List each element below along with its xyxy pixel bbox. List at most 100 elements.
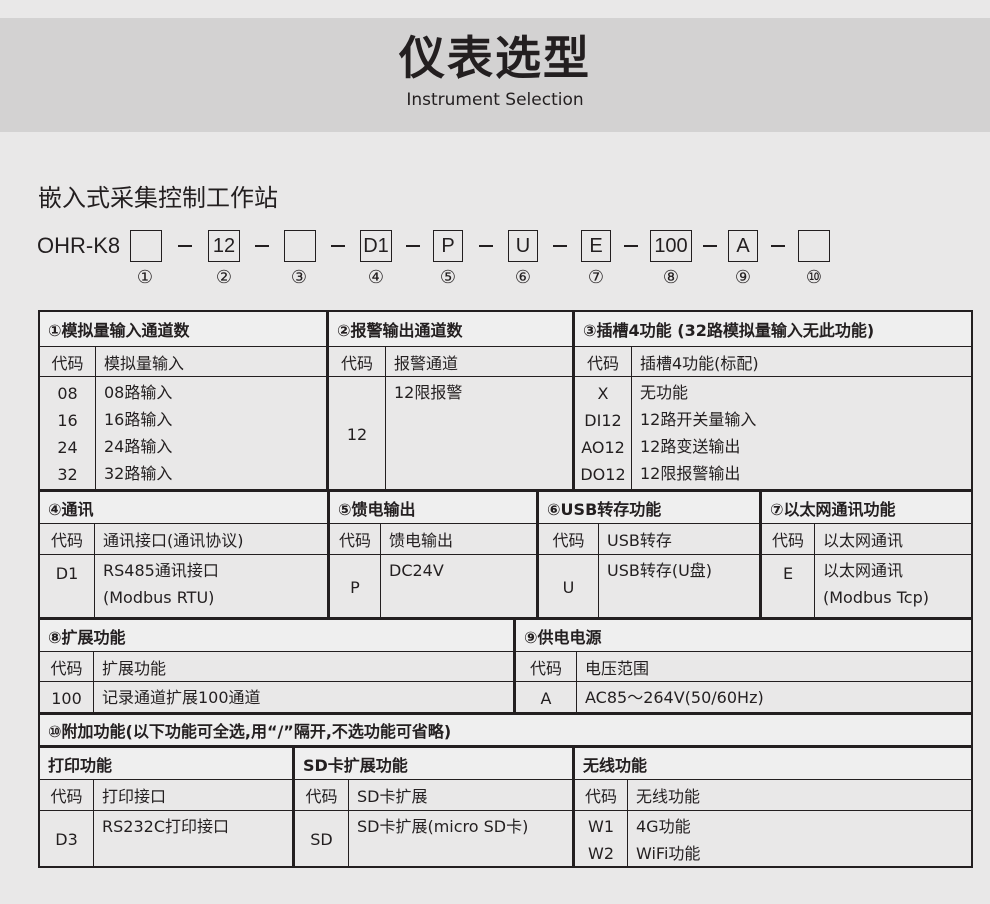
row-desc: 12限报警 <box>394 383 463 402</box>
row-desc: RS232C打印接口 <box>102 817 229 836</box>
dash <box>479 245 493 247</box>
model-slot-6: U <box>508 230 538 262</box>
row-desc: 32路输入 <box>104 464 173 483</box>
row-code: X <box>597 384 609 403</box>
section-11: SD卡扩展功能 代码 SD卡扩展 SD SD卡扩展(micro SD卡) <box>293 746 574 868</box>
model-slot-3 <box>284 230 316 262</box>
desc-column: SD卡扩展(micro SD卡) <box>349 811 572 866</box>
section-9: ⑨供电电源 代码 电压范围 A AC85～264V(50/60Hz) <box>514 618 973 714</box>
code-column: 08 16 24 32 <box>40 377 96 489</box>
row-desc: (Modbus RTU) <box>103 588 215 607</box>
section-title: ⑧扩展功能 <box>40 620 513 652</box>
model-slot-8: 100 <box>650 230 692 262</box>
row-code: 08 <box>57 384 78 403</box>
slot-number-8: ⑧ <box>662 267 680 288</box>
section-title: SD卡扩展功能 <box>295 748 572 780</box>
row-code: 100 <box>51 688 82 708</box>
desc-header: 馈电输出 <box>381 524 536 555</box>
code-header: 代码 <box>575 780 628 811</box>
section-title: ⑨供电电源 <box>516 620 971 652</box>
section-10: 打印功能 代码 打印接口 D3 RS232C打印接口 <box>38 746 294 868</box>
section-12: 无线功能 代码 无线功能 W1 W2 4G功能 WiFi功能 <box>573 746 973 868</box>
row-code: P <box>350 577 360 597</box>
desc-header: 电压范围 <box>577 652 971 682</box>
desc-header: SD卡扩展 <box>349 780 572 811</box>
row-desc: AC85～264V(50/60Hz) <box>585 688 764 707</box>
desc-column: 记录通道扩展100通道 <box>94 682 513 712</box>
section-title: ④通讯 <box>40 492 327 524</box>
row-desc: WiFi功能 <box>636 844 701 863</box>
dash <box>331 245 345 247</box>
desc-header: 打印接口 <box>94 780 292 811</box>
slot-number-9: ⑨ <box>734 267 752 288</box>
code-column: U <box>539 555 599 617</box>
page-subtitle: Instrument Selection <box>406 90 584 110</box>
dash <box>406 245 420 247</box>
code-header: 代码 <box>295 780 349 811</box>
slot-number-2: ② <box>215 267 233 288</box>
row-code: 16 <box>57 411 78 430</box>
row-desc: 16路输入 <box>104 410 173 429</box>
desc-column: RS232C打印接口 <box>94 811 292 866</box>
dash <box>624 245 638 247</box>
code-column: E <box>762 555 815 617</box>
row-code: DO12 <box>580 465 626 484</box>
row-code: U <box>562 577 575 597</box>
row-code: D3 <box>55 830 78 849</box>
code-column: D1 <box>40 555 95 617</box>
code-column: X DI12 AO12 DO12 <box>575 377 632 489</box>
row-code: DI12 <box>584 411 622 430</box>
desc-header: 模拟量输入 <box>96 347 326 377</box>
page-title: 仪表选型 <box>399 31 591 85</box>
row-desc: 12路开关量输入 <box>640 410 757 429</box>
header-band <box>0 18 990 132</box>
code-column: SD <box>295 811 349 866</box>
desc-column: USB转存(U盘) <box>599 555 759 617</box>
section-title: ⑦以太网通讯功能 <box>762 492 971 524</box>
row-code: 12 <box>346 424 368 444</box>
desc-header: 通讯接口(通讯协议) <box>95 524 327 555</box>
code-column: D3 <box>40 811 94 866</box>
desc-column: 以太网通讯 (Modbus Tcp) <box>815 555 971 617</box>
section-title: ②报警输出通道数 <box>329 312 572 347</box>
section-8: ⑧扩展功能 代码 扩展功能 100 记录通道扩展100通道 <box>38 618 515 714</box>
model-slot-4: D1 <box>360 230 392 262</box>
desc-header: 插槽4功能(标配) <box>632 347 971 377</box>
row-desc: 08路输入 <box>104 383 173 402</box>
desc-column: 无功能 12路开关量输入 12路变送输出 12限报警输出 <box>632 377 971 489</box>
desc-column: 12限报警 <box>386 377 572 489</box>
desc-header: 无线功能 <box>628 780 971 811</box>
dash <box>255 245 269 247</box>
desc-column: 4G功能 WiFi功能 <box>628 811 971 866</box>
section-3: ③插槽4功能 (32路模拟量输入无此功能) 代码 插槽4功能(标配) X DI12 AO1… <box>573 310 973 491</box>
code-header: 代码 <box>40 652 94 682</box>
desc-header: 报警通道 <box>386 347 572 377</box>
row-desc: DC24V <box>389 561 444 580</box>
row-desc: (Modbus Tcp) <box>823 588 929 607</box>
code-header: 代码 <box>40 347 96 377</box>
slot-number-1: ① <box>136 267 154 288</box>
row-desc: RS485通讯接口 <box>103 561 219 580</box>
model-slot-2: 12 <box>208 230 240 262</box>
dash <box>703 245 717 247</box>
row-code: D1 <box>55 564 79 583</box>
code-header: 代码 <box>330 524 381 555</box>
row-desc: 记录通道扩展100通道 <box>102 688 261 707</box>
model-slot-10 <box>798 230 830 262</box>
section-title: ③插槽4功能 (32路模拟量输入无此功能) <box>575 312 971 347</box>
dash <box>178 245 192 247</box>
row-desc: 24路输入 <box>104 437 173 456</box>
row-desc: SD卡扩展(micro SD卡) <box>357 817 529 836</box>
code-column: W1 W2 <box>575 811 628 866</box>
slot-number-10: ⑩ <box>805 267 823 288</box>
slot-number-4: ④ <box>367 267 385 288</box>
dash <box>771 245 785 247</box>
section-7: ⑦以太网通讯功能 代码 以太网通讯 E 以太网通讯 (Modbus Tcp) <box>760 490 973 619</box>
section-title: 打印功能 <box>40 748 292 780</box>
section-5: ⑤馈电输出 代码 馈电输出 P DC24V <box>328 490 538 619</box>
section-title: 无线功能 <box>575 748 971 780</box>
slot-number-6: ⑥ <box>514 267 532 288</box>
section-6: ⑥USB转存功能 代码 USB转存 U USB转存(U盘) <box>537 490 761 619</box>
row-code: W2 <box>588 843 614 863</box>
desc-column: AC85～264V(50/60Hz) <box>577 682 971 712</box>
